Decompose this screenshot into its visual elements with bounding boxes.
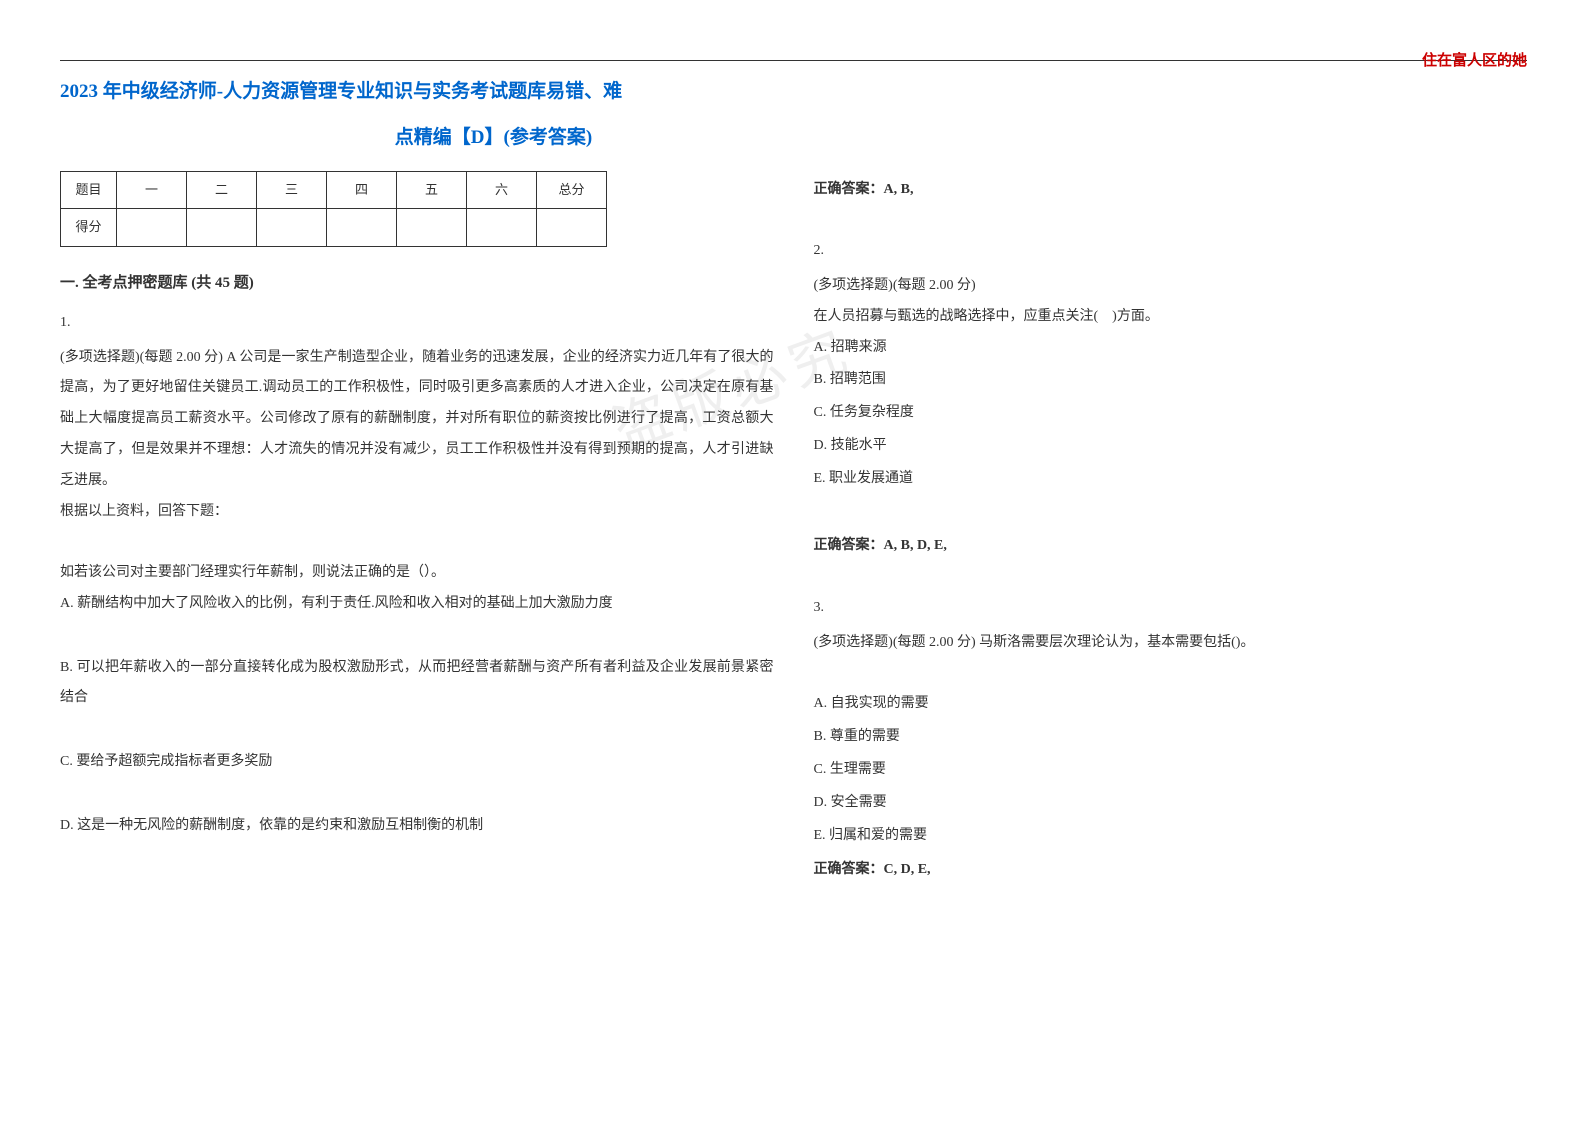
question-number: 1. <box>60 308 774 339</box>
option-b: B. 尊重的需要 <box>814 722 1528 753</box>
option-e: E. 职业发展通道 <box>814 464 1528 495</box>
option-b: B. 招聘范围 <box>814 365 1528 396</box>
table-row: 题目 一 二 三 四 五 六 总分 <box>61 171 607 209</box>
left-column: 题目 一 二 三 四 五 六 总分 得分 一. 全考点押密题库 (共 45 题) <box>60 171 774 887</box>
question-number: 2. <box>814 236 1528 267</box>
section-header: 一. 全考点押密题库 (共 45 题) <box>60 267 774 300</box>
cell: 一 <box>117 171 187 209</box>
cell <box>187 209 257 247</box>
question-stem: (多项选择题)(每题 2.00 分) A 公司是一家生产制造型企业，随着业务的迅… <box>60 343 774 497</box>
option-a: A. 自我实现的需要 <box>814 689 1528 720</box>
two-column-layout: 题目 一 二 三 四 五 六 总分 得分 一. 全考点押密题库 (共 45 题) <box>60 171 1527 887</box>
question-stem: (多项选择题)(每题 2.00 分) 马斯洛需要层次理论认为，基本需要包括()。 <box>814 628 1528 659</box>
option-b: B. 可以把年薪收入的一部分直接转化成为股权激励形式，从而把经营者薪酬与资产所有… <box>60 653 774 715</box>
title-line2: 点精编【D】(参考答案) <box>0 117 1527 159</box>
score-table: 题目 一 二 三 四 五 六 总分 得分 <box>60 171 607 247</box>
cell <box>467 209 537 247</box>
cell <box>327 209 397 247</box>
option-a: A. 招聘来源 <box>814 333 1528 364</box>
cell: 四 <box>327 171 397 209</box>
cell <box>117 209 187 247</box>
option-a: A. 薪酬结构中加大了风险收入的比例，有利于责任.风险和收入相对的基础上加大激励… <box>60 589 774 620</box>
option-e: E. 归属和爱的需要 <box>814 821 1528 852</box>
cell: 总分 <box>537 171 607 209</box>
table-row: 得分 <box>61 209 607 247</box>
question-text: 在人员招募与甄选的战略选择中，应重点关注( )方面。 <box>814 302 1528 333</box>
cell <box>257 209 327 247</box>
cell: 得分 <box>61 209 117 247</box>
sub-question: 如若该公司对主要部门经理实行年薪制，则说法正确的是（）。 <box>60 558 774 589</box>
cell: 题目 <box>61 171 117 209</box>
option-c: C. 任务复杂程度 <box>814 398 1528 429</box>
cell: 二 <box>187 171 257 209</box>
option-d: D. 这是一种无风险的薪酬制度，依靠的是约束和激励互相制衡的机制 <box>60 811 774 842</box>
answer-text: 正确答案：C, D, E, <box>814 855 1528 886</box>
cell: 三 <box>257 171 327 209</box>
right-column: 正确答案：A, B, 2. (多项选择题)(每题 2.00 分) 在人员招募与甄… <box>814 171 1528 887</box>
option-c: C. 要给予超额完成指标者更多奖励 <box>60 747 774 778</box>
answer-text: 正确答案：A, B, <box>814 175 1528 206</box>
option-d: D. 技能水平 <box>814 431 1528 462</box>
cell: 五 <box>397 171 467 209</box>
cell <box>537 209 607 247</box>
cell <box>397 209 467 247</box>
question-number: 3. <box>814 593 1528 624</box>
question-stem: (多项选择题)(每题 2.00 分) <box>814 271 1528 302</box>
cell: 六 <box>467 171 537 209</box>
option-c: C. 生理需要 <box>814 755 1528 786</box>
answer-text: 正确答案：A, B, D, E, <box>814 531 1528 562</box>
corner-watermark: 住在富人区的她 <box>1422 45 1527 78</box>
title-line1: 2023 年中级经济师-人力资源管理专业知识与实务考试题库易错、难 <box>60 71 1527 113</box>
question-prompt: 根据以上资料，回答下题： <box>60 497 774 528</box>
top-divider <box>60 60 1527 61</box>
option-d: D. 安全需要 <box>814 788 1528 819</box>
